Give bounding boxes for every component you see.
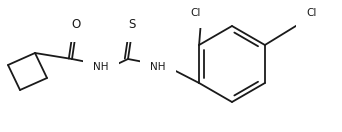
- Text: S: S: [128, 18, 136, 30]
- Text: O: O: [71, 18, 81, 30]
- Text: NH: NH: [93, 62, 109, 72]
- Text: Cl: Cl: [307, 8, 317, 18]
- Text: Cl: Cl: [191, 8, 201, 18]
- Text: NH: NH: [150, 62, 166, 72]
